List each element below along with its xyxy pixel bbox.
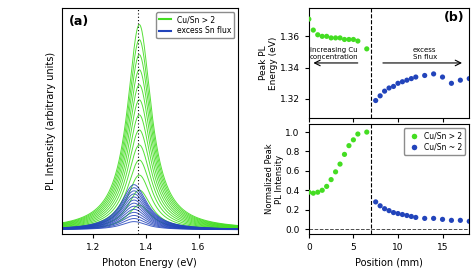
Point <box>314 33 321 37</box>
Point <box>354 39 362 43</box>
X-axis label: Photon Energy (eV): Photon Energy (eV) <box>102 258 197 267</box>
Point <box>421 216 428 221</box>
Point <box>336 36 344 40</box>
Point <box>350 138 357 142</box>
Y-axis label: Normalized Peak
PL Intensity: Normalized Peak PL Intensity <box>264 144 284 214</box>
Point <box>350 37 357 42</box>
Point <box>394 81 402 85</box>
Point <box>323 34 330 39</box>
Point <box>314 190 321 194</box>
Point <box>465 219 473 224</box>
Legend: Cu/Sn > 2, excess Sn flux: Cu/Sn > 2, excess Sn flux <box>156 12 234 38</box>
Point <box>412 215 419 220</box>
Point <box>385 208 393 213</box>
Point <box>310 28 317 32</box>
Point <box>412 75 419 79</box>
Y-axis label: Peak PL
Energy (eV): Peak PL Energy (eV) <box>259 36 278 90</box>
Point <box>403 213 410 218</box>
Point <box>332 170 339 174</box>
Point <box>372 98 380 103</box>
Text: (b): (b) <box>444 11 465 24</box>
Point <box>408 76 415 81</box>
Point <box>305 190 313 194</box>
Point <box>363 130 371 134</box>
Point <box>332 36 339 40</box>
Point <box>390 84 397 89</box>
Point <box>399 80 406 84</box>
Point <box>376 94 384 98</box>
Point <box>390 211 397 215</box>
Point <box>394 211 402 216</box>
X-axis label: Position (mm): Position (mm) <box>355 258 423 267</box>
Point <box>385 86 393 90</box>
Point <box>381 206 388 211</box>
Point <box>430 216 438 221</box>
Point <box>319 34 326 39</box>
Point <box>328 36 335 40</box>
Point <box>456 78 464 82</box>
Y-axis label: PL Intensity (arbitrary units): PL Intensity (arbitrary units) <box>46 52 56 190</box>
Text: increasing Cu
concentration: increasing Cu concentration <box>310 47 358 60</box>
Point <box>439 75 447 79</box>
Text: excess
Sn flux: excess Sn flux <box>412 47 437 60</box>
Point <box>305 17 313 21</box>
Point <box>403 78 410 82</box>
Point <box>341 152 348 157</box>
Point <box>408 214 415 219</box>
Point <box>336 162 344 166</box>
Point <box>456 218 464 222</box>
Point <box>372 200 380 204</box>
Point <box>439 217 447 222</box>
Point <box>381 89 388 93</box>
Point <box>328 177 335 182</box>
Point <box>421 73 428 78</box>
Point <box>363 47 371 51</box>
Point <box>345 144 353 148</box>
Point <box>430 72 438 76</box>
Text: (a): (a) <box>69 15 89 28</box>
Point <box>399 212 406 217</box>
Point <box>354 132 362 136</box>
Point <box>323 184 330 188</box>
Legend: Cu/Sn > 2, Cu/Sn ~ 2: Cu/Sn > 2, Cu/Sn ~ 2 <box>403 128 465 154</box>
Point <box>447 218 455 222</box>
Point <box>341 37 348 42</box>
Point <box>465 76 473 81</box>
Point <box>319 188 326 193</box>
Point <box>345 37 353 42</box>
Point <box>310 191 317 195</box>
Point <box>447 81 455 85</box>
Point <box>376 204 384 208</box>
